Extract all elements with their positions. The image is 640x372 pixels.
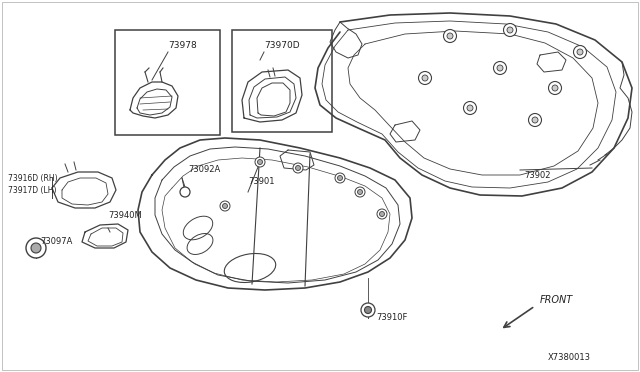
Circle shape xyxy=(504,23,516,36)
Circle shape xyxy=(293,163,303,173)
Text: 73970D: 73970D xyxy=(264,41,300,49)
Circle shape xyxy=(220,201,230,211)
Circle shape xyxy=(419,71,431,84)
Circle shape xyxy=(255,157,265,167)
Circle shape xyxy=(529,113,541,126)
Circle shape xyxy=(377,209,387,219)
Circle shape xyxy=(532,117,538,123)
Text: 73910F: 73910F xyxy=(376,314,408,323)
Bar xyxy=(232,30,332,132)
Circle shape xyxy=(335,173,345,183)
Circle shape xyxy=(296,166,301,170)
Circle shape xyxy=(573,45,586,58)
Circle shape xyxy=(361,303,375,317)
Circle shape xyxy=(358,189,362,195)
Text: 73916D (RH): 73916D (RH) xyxy=(8,173,58,183)
Text: 73940M: 73940M xyxy=(108,211,141,219)
Bar xyxy=(115,30,220,135)
Circle shape xyxy=(26,238,46,258)
Text: 73901: 73901 xyxy=(248,177,275,186)
Circle shape xyxy=(447,33,453,39)
Text: 73097A: 73097A xyxy=(40,237,72,247)
Circle shape xyxy=(422,75,428,81)
Text: 73978: 73978 xyxy=(168,41,196,49)
Circle shape xyxy=(507,27,513,33)
Circle shape xyxy=(444,29,456,42)
Circle shape xyxy=(223,203,227,208)
Circle shape xyxy=(257,160,262,164)
Text: X7380013: X7380013 xyxy=(548,353,591,362)
Text: 73092A: 73092A xyxy=(188,166,220,174)
Text: 73917D (LH): 73917D (LH) xyxy=(8,186,56,195)
Circle shape xyxy=(493,61,506,74)
Circle shape xyxy=(337,176,342,180)
Circle shape xyxy=(380,212,385,217)
Circle shape xyxy=(463,102,477,115)
Circle shape xyxy=(548,81,561,94)
Circle shape xyxy=(365,307,371,314)
Circle shape xyxy=(355,187,365,197)
Circle shape xyxy=(180,187,190,197)
Text: 73902: 73902 xyxy=(524,170,550,180)
Text: FRONT: FRONT xyxy=(540,295,573,305)
Circle shape xyxy=(31,243,41,253)
Circle shape xyxy=(497,65,503,71)
Circle shape xyxy=(467,105,473,111)
Circle shape xyxy=(577,49,583,55)
Circle shape xyxy=(552,85,558,91)
